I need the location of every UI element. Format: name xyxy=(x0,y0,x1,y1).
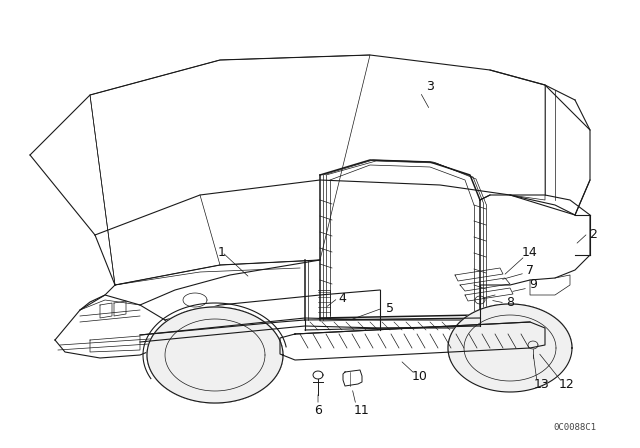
Text: 10: 10 xyxy=(412,370,428,383)
Text: 13: 13 xyxy=(534,379,550,392)
Text: 11: 11 xyxy=(354,404,370,417)
Text: 14: 14 xyxy=(522,246,538,259)
Text: 3: 3 xyxy=(426,81,434,94)
Text: 12: 12 xyxy=(559,379,575,392)
Text: 4: 4 xyxy=(338,292,346,305)
Text: 5: 5 xyxy=(386,302,394,314)
Text: 9: 9 xyxy=(529,279,537,292)
Text: 8: 8 xyxy=(506,297,514,310)
Text: 7: 7 xyxy=(526,263,534,276)
Ellipse shape xyxy=(147,307,283,403)
Text: 2: 2 xyxy=(589,228,597,241)
Text: 0C0088C1: 0C0088C1 xyxy=(554,423,596,432)
Text: 6: 6 xyxy=(314,404,322,417)
Ellipse shape xyxy=(448,304,572,392)
Text: 1: 1 xyxy=(218,246,226,258)
